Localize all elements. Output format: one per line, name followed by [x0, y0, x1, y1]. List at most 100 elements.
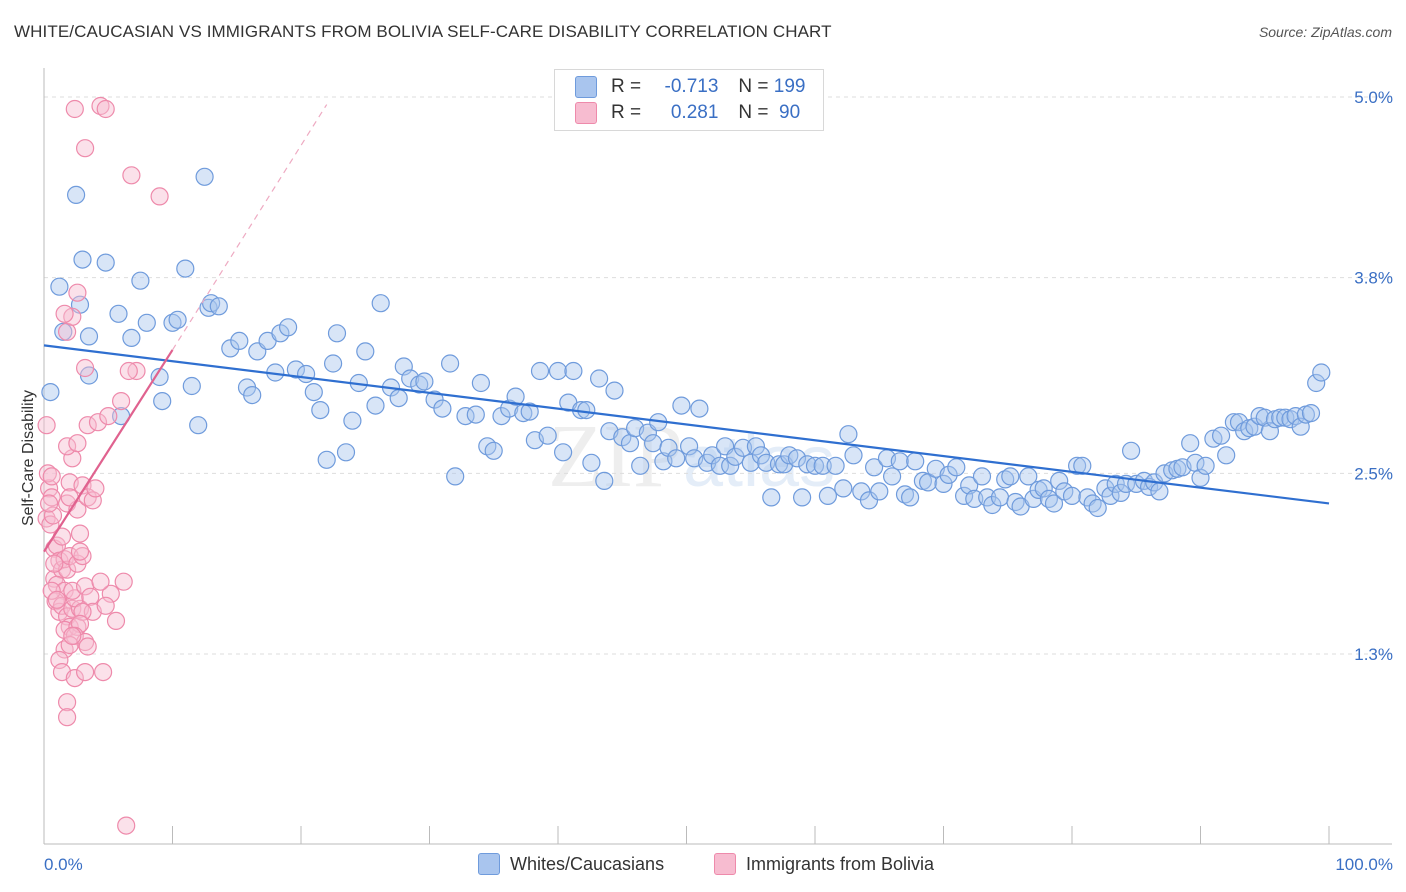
- bolivia-trend-line: [43, 349, 174, 553]
- whites-point: [286, 360, 305, 379]
- whites-point: [864, 458, 884, 477]
- whites-point: [1224, 413, 1244, 432]
- whites-point: [762, 488, 781, 507]
- legend-r-value: 0.281: [670, 102, 719, 123]
- whites-point: [311, 401, 330, 420]
- whites-point: [643, 434, 663, 453]
- whites-point: [471, 373, 490, 393]
- whites-point: [168, 310, 187, 329]
- whites-point: [631, 456, 650, 475]
- whites-point: [690, 399, 709, 418]
- whites-point: [787, 449, 807, 468]
- whites-point: [336, 443, 356, 462]
- whites-point: [918, 473, 938, 492]
- whites-point: [1067, 456, 1087, 475]
- bolivia-point: [91, 572, 110, 591]
- grid-lines: [44, 96, 1392, 655]
- bolivia-point: [68, 434, 87, 453]
- whites-point: [1088, 498, 1107, 518]
- bolivia-point: [70, 524, 90, 543]
- whites-point: [834, 479, 853, 498]
- bolivia-point: [119, 361, 138, 381]
- whites-point: [182, 376, 201, 396]
- whites-point: [506, 387, 525, 406]
- whites-point: [895, 485, 915, 504]
- bolivia-point: [114, 572, 133, 591]
- whites-point: [96, 253, 115, 272]
- whites-point: [1034, 479, 1053, 498]
- whites-point: [746, 437, 766, 456]
- whites-point: [577, 401, 596, 420]
- bolivia-point: [117, 816, 136, 835]
- whites-point: [389, 389, 408, 408]
- whites-point: [582, 453, 601, 472]
- whites-point: [1121, 441, 1141, 460]
- whites-point: [882, 467, 902, 486]
- whites-point: [1217, 446, 1236, 465]
- whites-point: [446, 467, 465, 486]
- whites-point: [433, 399, 452, 418]
- whites-point: [1111, 483, 1130, 502]
- y-tick-label: 1.3%: [1354, 645, 1393, 664]
- bolivia-point: [39, 494, 59, 513]
- whites-point: [1019, 467, 1038, 486]
- whites-point: [441, 354, 460, 373]
- bolivia-trend-extension: [171, 104, 328, 351]
- bolivia-point: [96, 596, 115, 615]
- whites-point: [324, 354, 343, 373]
- bolivia-point: [43, 506, 63, 525]
- whites-point: [1050, 471, 1069, 490]
- whites-point: [304, 383, 323, 402]
- whites-point: [343, 411, 362, 430]
- whites-point: [279, 318, 298, 337]
- bolivia-point: [78, 416, 97, 435]
- bolivia-point: [65, 668, 84, 688]
- whites-point: [492, 407, 511, 426]
- whites-point: [996, 470, 1015, 489]
- whites-point: [66, 185, 86, 204]
- whites-point: [356, 342, 375, 361]
- bolivia-point: [81, 587, 100, 606]
- y-tick-label: 3.8%: [1354, 269, 1393, 288]
- whites-point: [176, 259, 195, 278]
- whites-point: [209, 297, 228, 316]
- x-tick-label: 0.0%: [44, 855, 83, 874]
- whites-point: [50, 277, 69, 296]
- whites-point: [805, 456, 825, 475]
- whites-point: [137, 313, 156, 332]
- whites-point: [960, 476, 979, 495]
- whites-point: [73, 250, 92, 269]
- bolivia-point: [78, 637, 97, 656]
- whites-point: [548, 361, 568, 381]
- whites-point: [401, 369, 420, 388]
- bolivia-point: [52, 527, 72, 546]
- whites-point: [1196, 456, 1215, 475]
- bolivia-point: [91, 96, 110, 116]
- whites-point: [520, 402, 539, 421]
- bolivia-point: [99, 407, 118, 426]
- axes: [43, 68, 1392, 845]
- y-tick-label: 5.0%: [1354, 88, 1393, 107]
- whites-point: [122, 328, 141, 347]
- bolivia-point: [122, 166, 141, 185]
- bottom-legend-label-bolivia: Immigrants from Bolivia: [746, 853, 935, 874]
- legend-r-value: -0.713: [664, 76, 719, 97]
- correlation-legend: R = -0.713 N = 199 R = 0.281 N = 90: [554, 69, 824, 131]
- bottom-legend-swatch-whites: [478, 853, 500, 875]
- whites-point: [870, 482, 889, 501]
- whites-point: [672, 396, 691, 415]
- whites-point: [1312, 363, 1331, 382]
- y-axis-label: Self-Care Disability: [20, 390, 37, 526]
- bolivia-point: [88, 413, 108, 432]
- whites-point: [1211, 426, 1231, 445]
- whites-point: [859, 491, 879, 510]
- whites-point: [415, 372, 434, 391]
- x-tick-label: 100.0%: [1335, 855, 1393, 874]
- whites-point: [366, 396, 385, 415]
- whites-point: [769, 455, 789, 474]
- whites-point: [153, 392, 172, 411]
- whites-point: [1001, 467, 1020, 486]
- bolivia-point: [75, 358, 95, 378]
- whites-point: [54, 322, 73, 341]
